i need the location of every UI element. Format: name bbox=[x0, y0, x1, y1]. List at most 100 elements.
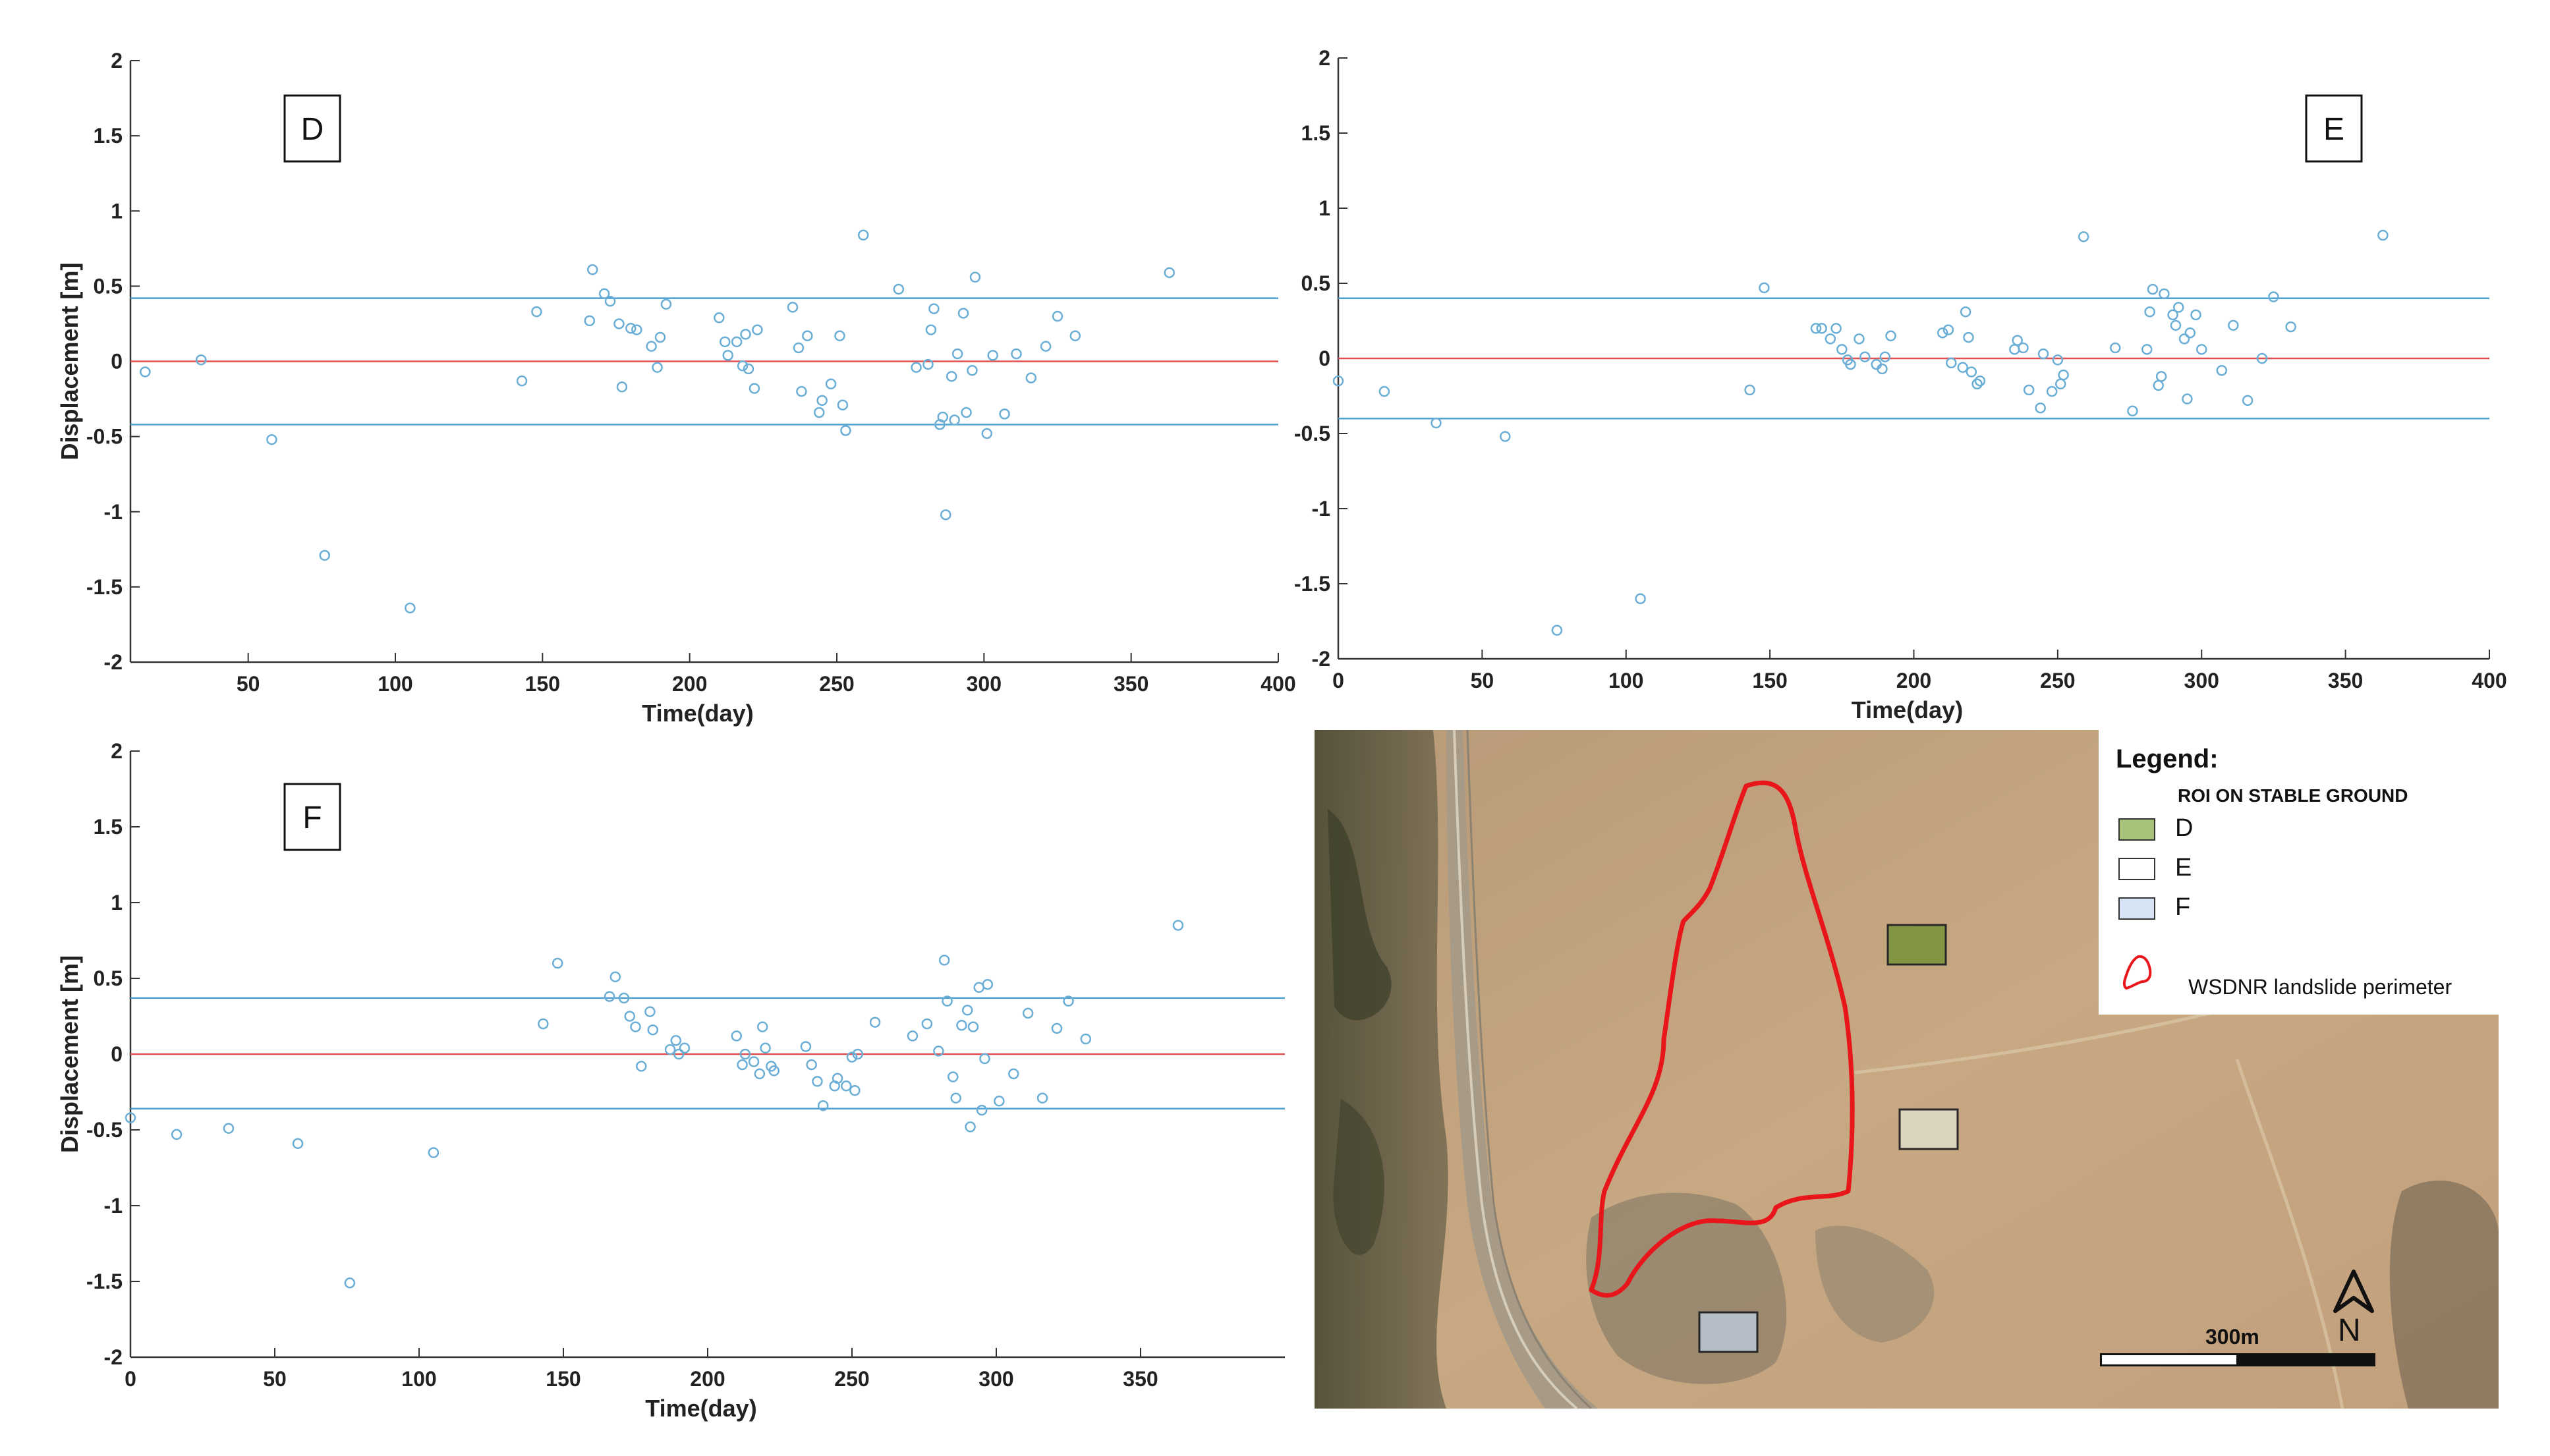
data-point bbox=[1845, 358, 1856, 370]
vegetation-patch bbox=[1333, 1099, 1384, 1255]
north-arrow-icon bbox=[2333, 1270, 2374, 1313]
data-point bbox=[531, 306, 542, 318]
y-tick-label: 0 bbox=[111, 350, 123, 374]
data-point bbox=[2173, 302, 2184, 313]
data-point bbox=[616, 381, 628, 393]
map-legend: Legend: ROI ON STABLE GROUND D E F WSDNR… bbox=[2099, 730, 2499, 1015]
x-tick-label: 300 bbox=[978, 1367, 1013, 1391]
data-point bbox=[948, 1071, 959, 1082]
panel-label-box bbox=[283, 783, 341, 851]
data-point bbox=[922, 358, 934, 370]
data-point bbox=[1022, 1007, 1034, 1019]
y-tick-label: -1 bbox=[104, 500, 123, 524]
data-point bbox=[1877, 363, 1888, 375]
data-point bbox=[552, 957, 563, 969]
data-point bbox=[428, 1147, 439, 1158]
data-point bbox=[647, 1024, 659, 1036]
data-point bbox=[1172, 920, 1184, 931]
data-point bbox=[2159, 288, 2170, 300]
panel-label-box bbox=[2305, 94, 2363, 163]
legend-label-f: F bbox=[2175, 893, 2191, 921]
data-point bbox=[969, 271, 981, 283]
x-tick-label: 300 bbox=[2184, 669, 2219, 692]
y-tick-label: 2 bbox=[1318, 46, 1330, 70]
data-point bbox=[660, 298, 672, 310]
y-tick-label: -1 bbox=[104, 1194, 123, 1218]
data-point bbox=[816, 395, 828, 406]
scale-bar-black bbox=[2236, 1355, 2373, 1364]
data-point bbox=[1885, 330, 1896, 342]
data-point bbox=[1744, 384, 1755, 396]
data-point bbox=[731, 1030, 743, 1042]
data-point bbox=[2023, 384, 2035, 396]
y-tick-label: 0.5 bbox=[94, 274, 123, 298]
y-tick-label: -0.5 bbox=[1294, 422, 1330, 445]
data-point bbox=[2035, 402, 2046, 414]
y-tick-label: 2 bbox=[111, 49, 123, 72]
x-tick-label: 0 bbox=[125, 1367, 136, 1391]
data-point bbox=[1879, 351, 1891, 362]
data-point bbox=[609, 971, 621, 982]
data-point bbox=[652, 362, 663, 373]
data-point bbox=[743, 363, 754, 375]
data-point bbox=[714, 312, 725, 323]
data-point bbox=[999, 408, 1010, 420]
data-point bbox=[720, 336, 731, 348]
x-tick-label: 150 bbox=[546, 1367, 581, 1391]
data-point bbox=[2147, 283, 2159, 295]
x-tick-label: 200 bbox=[672, 672, 707, 696]
data-point bbox=[840, 1080, 852, 1092]
data-point bbox=[2052, 354, 2064, 366]
data-point bbox=[933, 1046, 944, 1057]
data-point bbox=[737, 360, 749, 372]
y-tick-label: 1 bbox=[1318, 196, 1330, 220]
data-point bbox=[925, 324, 937, 335]
data-point bbox=[587, 264, 598, 275]
data-point bbox=[2058, 369, 2069, 381]
data-point bbox=[756, 1021, 768, 1032]
data-point bbox=[2256, 352, 2268, 364]
panel-label-box bbox=[283, 94, 341, 163]
data-point bbox=[664, 1044, 676, 1055]
data-point bbox=[2078, 231, 2089, 242]
road-line bbox=[1466, 729, 1593, 1410]
data-point bbox=[598, 288, 610, 300]
data-point bbox=[1025, 372, 1037, 383]
data-point bbox=[618, 992, 630, 1004]
data-point bbox=[631, 324, 642, 335]
data-point bbox=[825, 378, 837, 389]
x-axis-title: Time(day) bbox=[1852, 696, 1963, 723]
x-tick-label: 400 bbox=[1261, 672, 1295, 696]
data-point bbox=[2141, 344, 2153, 355]
data-point bbox=[636, 1061, 647, 1072]
north-label: N bbox=[2338, 1313, 2361, 1348]
scale-bar-white bbox=[2102, 1355, 2236, 1364]
y-tick-label: -0.5 bbox=[86, 1118, 123, 1142]
data-point bbox=[2170, 320, 2182, 331]
legend-swatch-e bbox=[2118, 858, 2155, 880]
x-tick-label: 50 bbox=[237, 672, 260, 696]
data-point bbox=[1052, 310, 1063, 322]
x-axis-title: Time(day) bbox=[642, 700, 753, 727]
data-point bbox=[670, 1035, 682, 1046]
data-point bbox=[1051, 1022, 1063, 1034]
y-tick-label: -1 bbox=[1312, 497, 1330, 520]
data-point bbox=[2054, 378, 2066, 390]
data-point bbox=[1378, 385, 1390, 397]
data-point bbox=[1759, 282, 1770, 294]
data-point bbox=[740, 329, 751, 340]
data-point bbox=[538, 1018, 549, 1030]
x-tick-label: 50 bbox=[1471, 669, 1494, 692]
data-point bbox=[817, 1100, 829, 1111]
data-point bbox=[987, 350, 998, 361]
legend-perimeter-label: WSDNR landslide perimeter bbox=[2188, 975, 2452, 999]
data-point bbox=[979, 1053, 990, 1065]
data-point bbox=[967, 364, 978, 376]
data-point bbox=[1966, 366, 1977, 378]
data-point bbox=[938, 955, 950, 966]
data-point bbox=[802, 330, 813, 341]
data-point bbox=[840, 425, 851, 436]
x-tick-label: 350 bbox=[1114, 672, 1148, 696]
data-point bbox=[2046, 385, 2058, 397]
